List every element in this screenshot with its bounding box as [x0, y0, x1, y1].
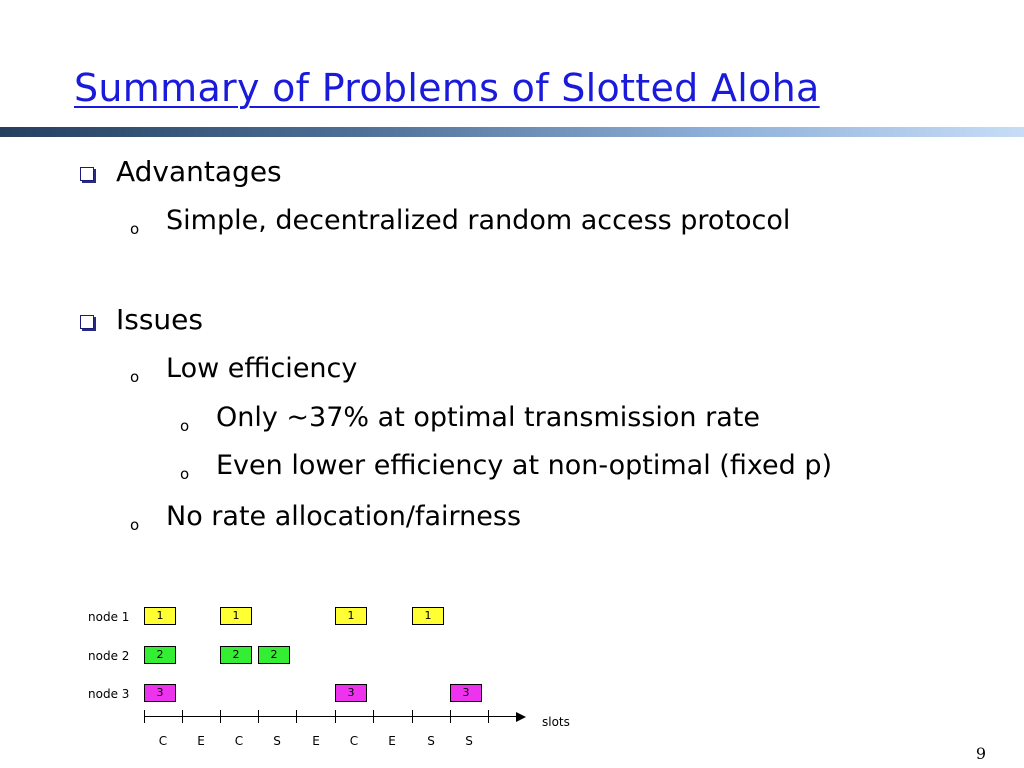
slot-tick — [412, 710, 413, 723]
slot-outcome: E — [312, 734, 320, 748]
slot-outcome: C — [158, 734, 168, 748]
slot-outcome: S — [427, 734, 435, 748]
node3-frame-box: 3 — [450, 684, 482, 702]
slot-outcome: S — [465, 734, 473, 748]
slot-tick — [296, 710, 297, 723]
title-divider — [0, 127, 1024, 137]
circle-bullet-icon: o — [130, 516, 140, 534]
slot-tick — [144, 710, 145, 723]
issue-sub-item: Only ~37% at optimal transmission rate — [216, 402, 760, 433]
square-bullet-icon — [80, 315, 94, 329]
slot-tick — [220, 710, 221, 723]
circle-bullet-icon: o — [130, 368, 140, 386]
node-label: node 3 — [88, 687, 130, 701]
slot-outcome: C — [349, 734, 359, 748]
node2-frame-box: 2 — [220, 646, 252, 664]
circle-bullet-icon: o — [130, 220, 140, 238]
slot-outcome: E — [388, 734, 396, 748]
circle-bullet-icon: o — [180, 465, 190, 483]
axis-arrow-icon — [516, 712, 526, 722]
slot-tick — [450, 710, 451, 723]
node1-frame-box: 1 — [220, 607, 252, 625]
axis-label: slots — [542, 715, 570, 729]
square-bullet-icon — [80, 167, 94, 181]
node2-frame-box: 2 — [144, 646, 176, 664]
slot-outcome: E — [197, 734, 205, 748]
node2-frame-box: 2 — [258, 646, 290, 664]
slot-tick — [182, 710, 183, 723]
slot-outcome: S — [273, 734, 281, 748]
issue-sub-item: Even lower efficiency at non-optimal (fi… — [216, 450, 833, 481]
advantage-item: Simple, decentralized random access prot… — [166, 205, 791, 236]
slot-tick — [488, 710, 489, 723]
node1-frame-box: 1 — [412, 607, 444, 625]
node3-frame-box: 3 — [144, 684, 176, 702]
advantages-heading: Advantages — [116, 155, 282, 188]
node-label: node 2 — [88, 649, 130, 663]
time-axis — [144, 716, 516, 717]
slotted-aloha-diagram: node 1 node 2 node 3 1 1 1 1 2 2 2 3 3 3… — [80, 596, 600, 756]
node-label: node 1 — [88, 610, 130, 624]
page-number: 9 — [975, 744, 986, 763]
slot-tick — [258, 710, 259, 723]
slot-tick — [335, 710, 336, 723]
node1-frame-box: 1 — [144, 607, 176, 625]
slot-outcome: C — [234, 734, 244, 748]
slide-title: Summary of Problems of Slotted Aloha — [74, 66, 820, 110]
node3-frame-box: 3 — [335, 684, 367, 702]
issues-heading: Issues — [116, 303, 203, 336]
issue-no-rate-allocation: No rate allocation/fairness — [166, 501, 522, 532]
node1-frame-box: 1 — [335, 607, 367, 625]
slot-tick — [373, 710, 374, 723]
circle-bullet-icon: o — [180, 417, 190, 435]
issue-low-efficiency: Low efficiency — [166, 353, 358, 384]
